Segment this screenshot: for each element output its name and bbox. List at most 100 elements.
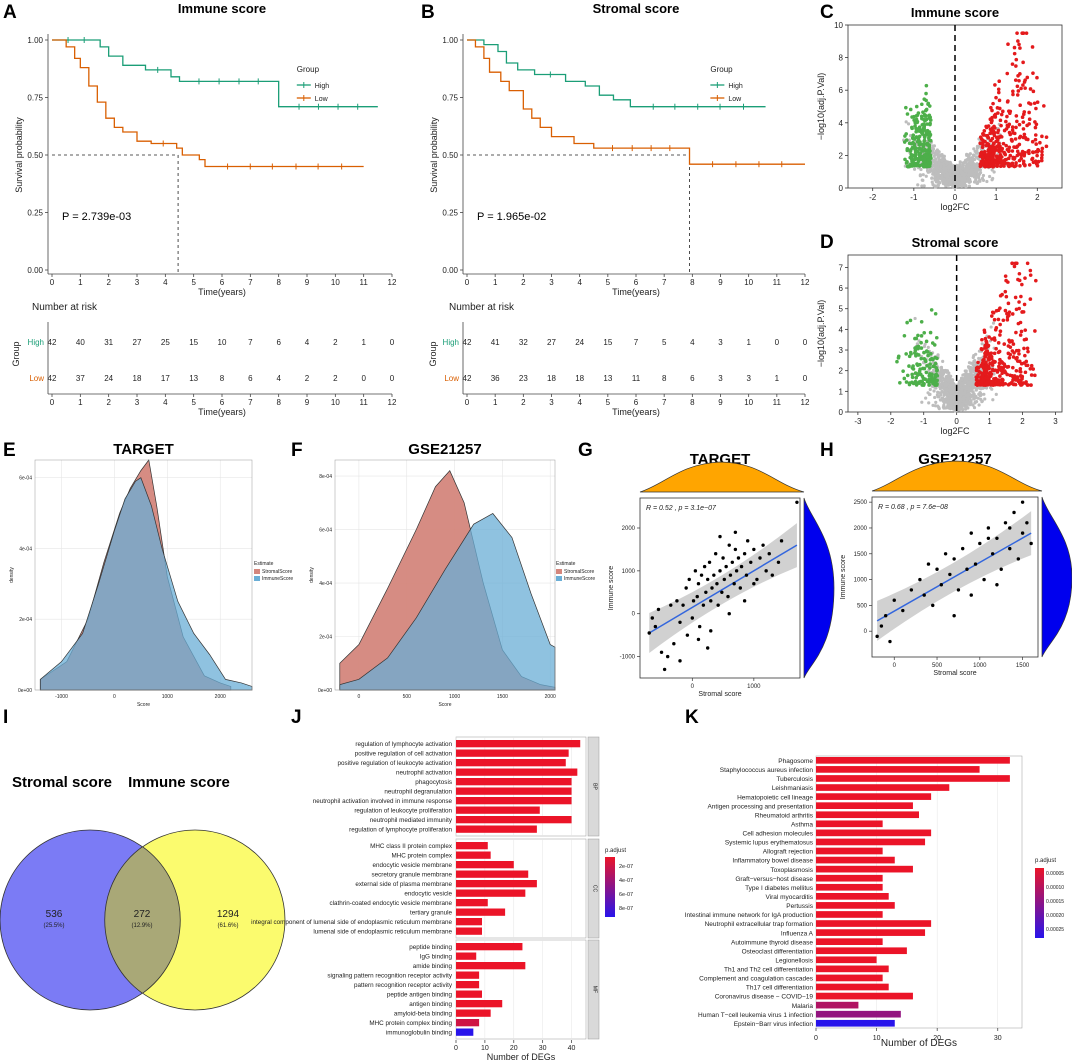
down-point (916, 137, 921, 141)
y-tick-label: -1000 (620, 655, 636, 661)
y-tick-label: 0.25 (442, 209, 458, 218)
ns-point (926, 391, 930, 395)
y-axis-label: Survival probability (429, 117, 439, 193)
risk-cell-high: 1 (361, 338, 366, 347)
up-point (1023, 78, 1027, 82)
ns-point (938, 384, 942, 389)
up-point (1039, 158, 1044, 163)
data-point (973, 562, 978, 566)
up-point (999, 112, 1004, 117)
bar (816, 974, 883, 982)
up-point (1028, 268, 1033, 273)
panel-letter-i: I (3, 707, 8, 728)
up-point (1013, 164, 1018, 168)
ns-point (963, 168, 967, 173)
down-point (924, 117, 929, 122)
up-point (1011, 375, 1015, 379)
x-tick-label: 2000 (545, 694, 556, 700)
category-label: peptide antigen binding (387, 992, 453, 999)
risk-cell-low: 0 (803, 374, 808, 383)
up-point (1017, 271, 1022, 276)
data-point (752, 547, 756, 552)
down-point (904, 105, 908, 110)
x-tick-label: 9 (305, 278, 310, 287)
down-point (918, 140, 922, 144)
confidence-band (877, 511, 1032, 641)
up-point (989, 105, 993, 110)
up-point (974, 366, 979, 370)
x-tick-label: -1 (920, 417, 928, 426)
up-point (988, 157, 993, 161)
up-point (992, 317, 997, 322)
up-point (1025, 346, 1030, 351)
up-point (1017, 278, 1022, 283)
bar (456, 759, 566, 767)
up-point (1042, 104, 1046, 108)
up-point (985, 155, 990, 160)
ns-point (937, 405, 941, 409)
ns-point (930, 176, 934, 180)
y-tick-label: 2000 (622, 526, 636, 532)
risk-cell-low: 17 (161, 374, 170, 383)
up-point (1014, 114, 1019, 118)
down-point (905, 320, 909, 325)
ns-point (974, 399, 979, 404)
down-point (919, 346, 924, 350)
x-tick-label: 10 (873, 1035, 881, 1042)
data-point (730, 560, 735, 564)
down-point (910, 366, 915, 370)
x-tick-label: 0 (814, 1035, 818, 1042)
ns-point (980, 400, 984, 404)
y-tick-label: 10 (834, 21, 843, 30)
bar (816, 856, 895, 864)
down-point (924, 339, 929, 344)
data-point (713, 552, 718, 556)
x-tick-label: 0 (454, 1045, 458, 1052)
down-point (919, 320, 924, 324)
legend-swatch (556, 576, 562, 581)
x-axis-label: Score (438, 702, 451, 708)
risk-table-title: Number at risk (449, 302, 515, 313)
ns-point (980, 342, 984, 346)
bar (816, 829, 932, 837)
ns-point (973, 164, 978, 168)
down-point (905, 373, 910, 378)
risk-ylabel: Group (428, 341, 438, 366)
down-point (919, 114, 924, 119)
down-point (928, 153, 932, 157)
up-point (1007, 145, 1012, 150)
up-point (997, 98, 1002, 103)
up-point (1010, 261, 1014, 266)
risk-cell-low: 6 (248, 374, 253, 383)
ns-point (962, 175, 966, 179)
x-tick-label: 8 (276, 278, 281, 287)
category-label: Human T−cell leukemia virus 1 infection (698, 1012, 813, 1019)
data-point (795, 500, 799, 504)
ns-point (936, 165, 940, 169)
risk-cell-low: 0 (390, 374, 395, 383)
down-point (919, 356, 924, 361)
down-point (935, 356, 939, 361)
legend-tick-label: 0.00015 (1046, 899, 1064, 905)
up-point (1034, 122, 1039, 127)
up-point (991, 359, 996, 364)
bar (456, 861, 514, 869)
up-point (1017, 122, 1022, 127)
down-point (925, 122, 929, 126)
data-point (742, 552, 747, 556)
risk-cell-high: 6 (276, 338, 281, 347)
up-point (982, 357, 986, 362)
ns-point (931, 170, 935, 174)
plot-frame (815, 755, 1023, 1029)
ns-point (934, 400, 938, 405)
up-point (985, 152, 990, 157)
up-point (1020, 282, 1024, 287)
up-point (993, 148, 998, 153)
bar (456, 889, 526, 897)
down-point (921, 383, 926, 387)
up-point (1011, 89, 1015, 94)
data-point (738, 586, 743, 590)
y-tick-label: 8 (839, 54, 844, 63)
category-label: Malaria (792, 1003, 814, 1010)
